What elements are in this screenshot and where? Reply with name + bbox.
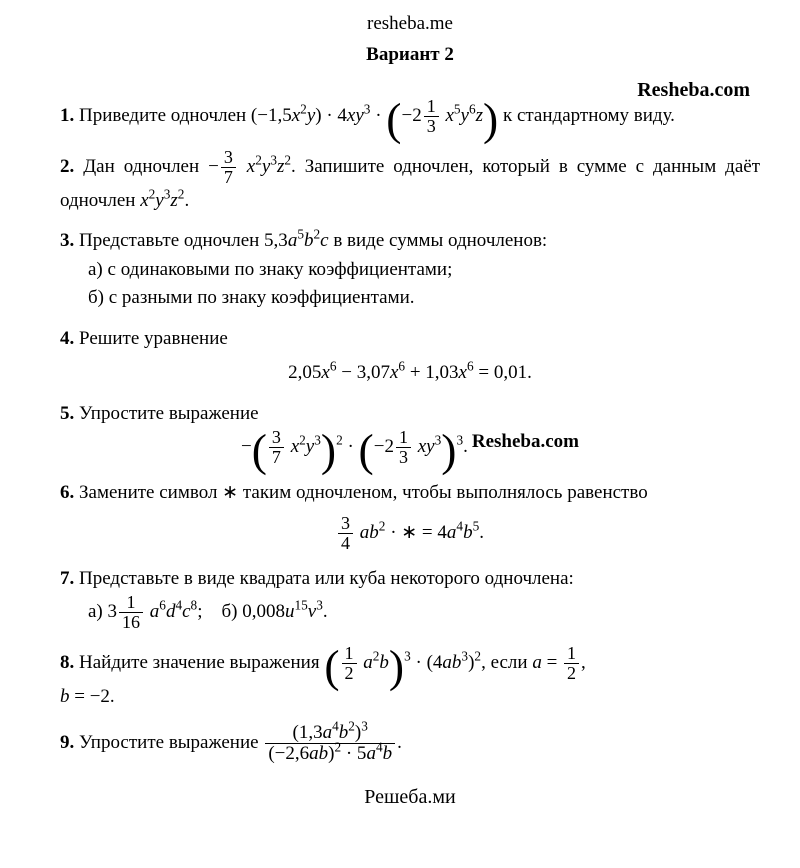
equation: 34 ab2 · ∗ = 4a4b5. — [60, 514, 760, 553]
watermark-mid: Resheba.com — [472, 428, 579, 457]
var: x — [292, 105, 300, 126]
rparen: ) — [483, 93, 498, 144]
problem-number: 4. — [60, 328, 74, 349]
text: Представьте в виде квадрата или куба нек… — [79, 568, 574, 589]
problem-number: 5. — [60, 403, 74, 424]
exp: 6 — [469, 101, 476, 116]
var: xy — [347, 105, 364, 126]
text: Дан одночлен − — [83, 156, 219, 177]
problem-number: 7. — [60, 568, 74, 589]
text: Замените символ ∗ таким одночленом, чтоб… — [79, 482, 648, 503]
problem-9: 9. Упростите выражение (1,3a4b2)3 (−2,6a… — [60, 723, 760, 764]
var: y — [461, 105, 469, 126]
text: Найдите значение выражения — [79, 652, 324, 673]
footer-watermark: Решеба.ми — [60, 782, 760, 812]
text: Упростите выражение — [79, 403, 259, 424]
text: Представьте одночлен 5,3 — [79, 230, 288, 251]
variant-title: Вариант 2 — [60, 41, 760, 70]
num: 2 — [412, 105, 422, 126]
fraction: 13 — [424, 97, 439, 136]
problem-4: 4. Решите уравнение 2,05x6 − 3,07x6 + 1,… — [60, 325, 760, 388]
problem-number: 1. — [60, 105, 74, 126]
var: x — [238, 156, 255, 177]
text: Решите уравнение — [79, 328, 228, 349]
site-header: resheba.me — [60, 10, 760, 39]
problem-3a: а) с одинаковыми по знаку коэффициентами… — [88, 256, 760, 285]
problem-number: 3. — [60, 230, 74, 251]
var: c — [320, 230, 328, 251]
exp: 5 — [454, 101, 461, 116]
equation: −(37 x2y3)2 · (−213 xy3)3. — [241, 428, 468, 467]
problem-number: 9. — [60, 732, 74, 753]
text: Приведите одночлен (−1,5 — [79, 105, 292, 126]
var: a — [288, 230, 298, 251]
problem-2: 2. Дан одночлен −37 x2y3z2. Запишите одн… — [60, 148, 760, 215]
problem-7: 7. Представьте в виде квадрата или куба … — [60, 565, 760, 632]
text: в виде суммы одночленов: — [329, 230, 548, 251]
problem-number: 2. — [60, 156, 74, 177]
text: к стандартно­му виду. — [503, 105, 675, 126]
var: z — [476, 105, 483, 126]
big-fraction: (1,3a4b2)3 (−2,6ab)2 · 5a4b — [265, 723, 395, 764]
equation: 2,05x6 − 3,07x6 + 1,03x6 = 0,01. — [60, 359, 760, 388]
text: . — [397, 732, 402, 753]
var: x — [140, 190, 148, 211]
text: ) · 4 — [315, 105, 347, 126]
problem-1: 1. Приведите одночлен (−1,5x2y) · 4xy3 ·… — [60, 97, 760, 136]
problem-number: 8. — [60, 652, 74, 673]
equation-with-watermark: −(37 x2y3)2 · (−213 xy3)3. Resheba.com — [60, 428, 760, 467]
exp: 2 — [255, 152, 262, 167]
document-page: resheba.me Вариант 2 Resheba.com 1. Прив… — [0, 0, 800, 832]
problem-6: 6. Замените символ ∗ таким одночленом, ч… — [60, 479, 760, 552]
var: b — [60, 686, 70, 707]
fraction: 37 — [221, 148, 236, 187]
problem-number: 6. — [60, 482, 74, 503]
text: . — [184, 190, 189, 211]
var: x — [445, 105, 453, 126]
exp: 5 — [297, 227, 304, 242]
var: z — [170, 190, 177, 211]
problem-3b: б) с разными по знаку коэффициентами. — [88, 284, 760, 313]
text: = −2. — [70, 686, 115, 707]
var: y — [307, 105, 315, 126]
text: Упростите выражение — [79, 732, 263, 753]
problem-3: 3. Представьте одночлен 5,3a5b2c в виде … — [60, 227, 760, 313]
problem-7ab: а) 3116 a6d4c8; б) 0,008u15v3. — [88, 593, 760, 632]
exp: 2 — [300, 101, 307, 116]
problem-5: 5. Упростите выражение −(37 x2y3)2 · (−2… — [60, 400, 760, 467]
exp: 3 — [270, 152, 277, 167]
problem-8: 8. Найдите значение выражения (12 a2b)3 … — [60, 644, 760, 711]
lparen: ( — [386, 93, 401, 144]
var: y — [155, 190, 163, 211]
text: · — [370, 105, 386, 126]
